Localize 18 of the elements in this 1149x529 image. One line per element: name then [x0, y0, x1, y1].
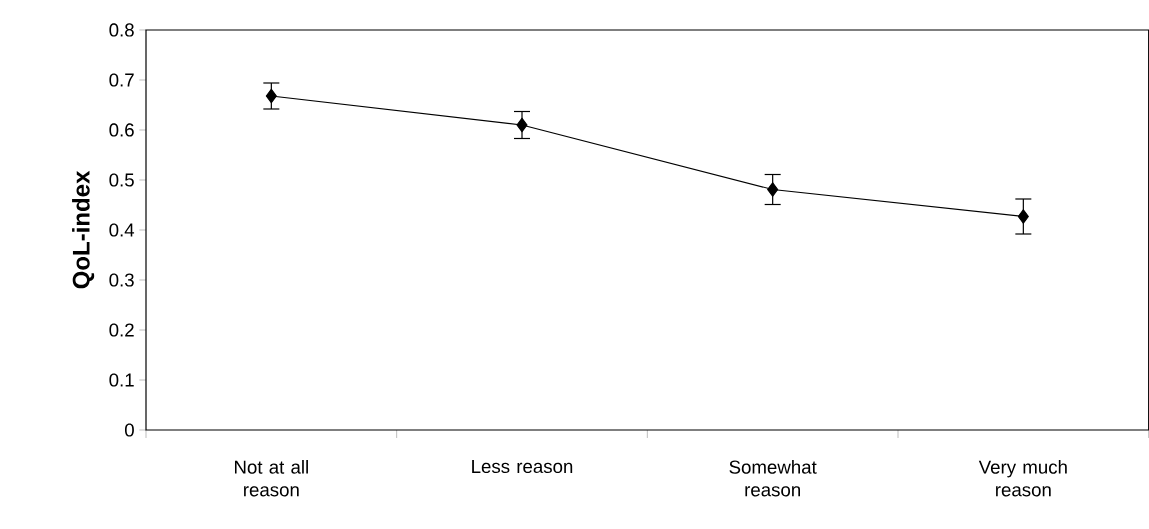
x-tick-label: Not at all reason	[235, 460, 308, 497]
y-tick-label: 0.1	[109, 373, 134, 387]
x-tick-label: Very much reason	[978, 460, 1067, 497]
point	[767, 182, 779, 197]
x-tick-label: Somewhat reason	[729, 460, 817, 497]
y-tick-label: 0.4	[109, 223, 135, 237]
y-tick-label: 0.7	[109, 73, 134, 87]
y-axis-title: QoL-index	[72, 170, 95, 289]
point	[1017, 209, 1029, 224]
x-tick-label: Less reason	[472, 460, 573, 474]
y-tick-label: 0.8	[109, 23, 134, 37]
y-tick-label: 0.2	[109, 323, 134, 337]
point	[265, 88, 277, 104]
y-tick-label: 0.6	[109, 123, 134, 137]
y-tick-label: 0	[124, 423, 134, 437]
y-tick-label: 0.3	[109, 273, 134, 287]
point	[516, 117, 528, 133]
y-tick-label: 0.5	[109, 173, 134, 187]
